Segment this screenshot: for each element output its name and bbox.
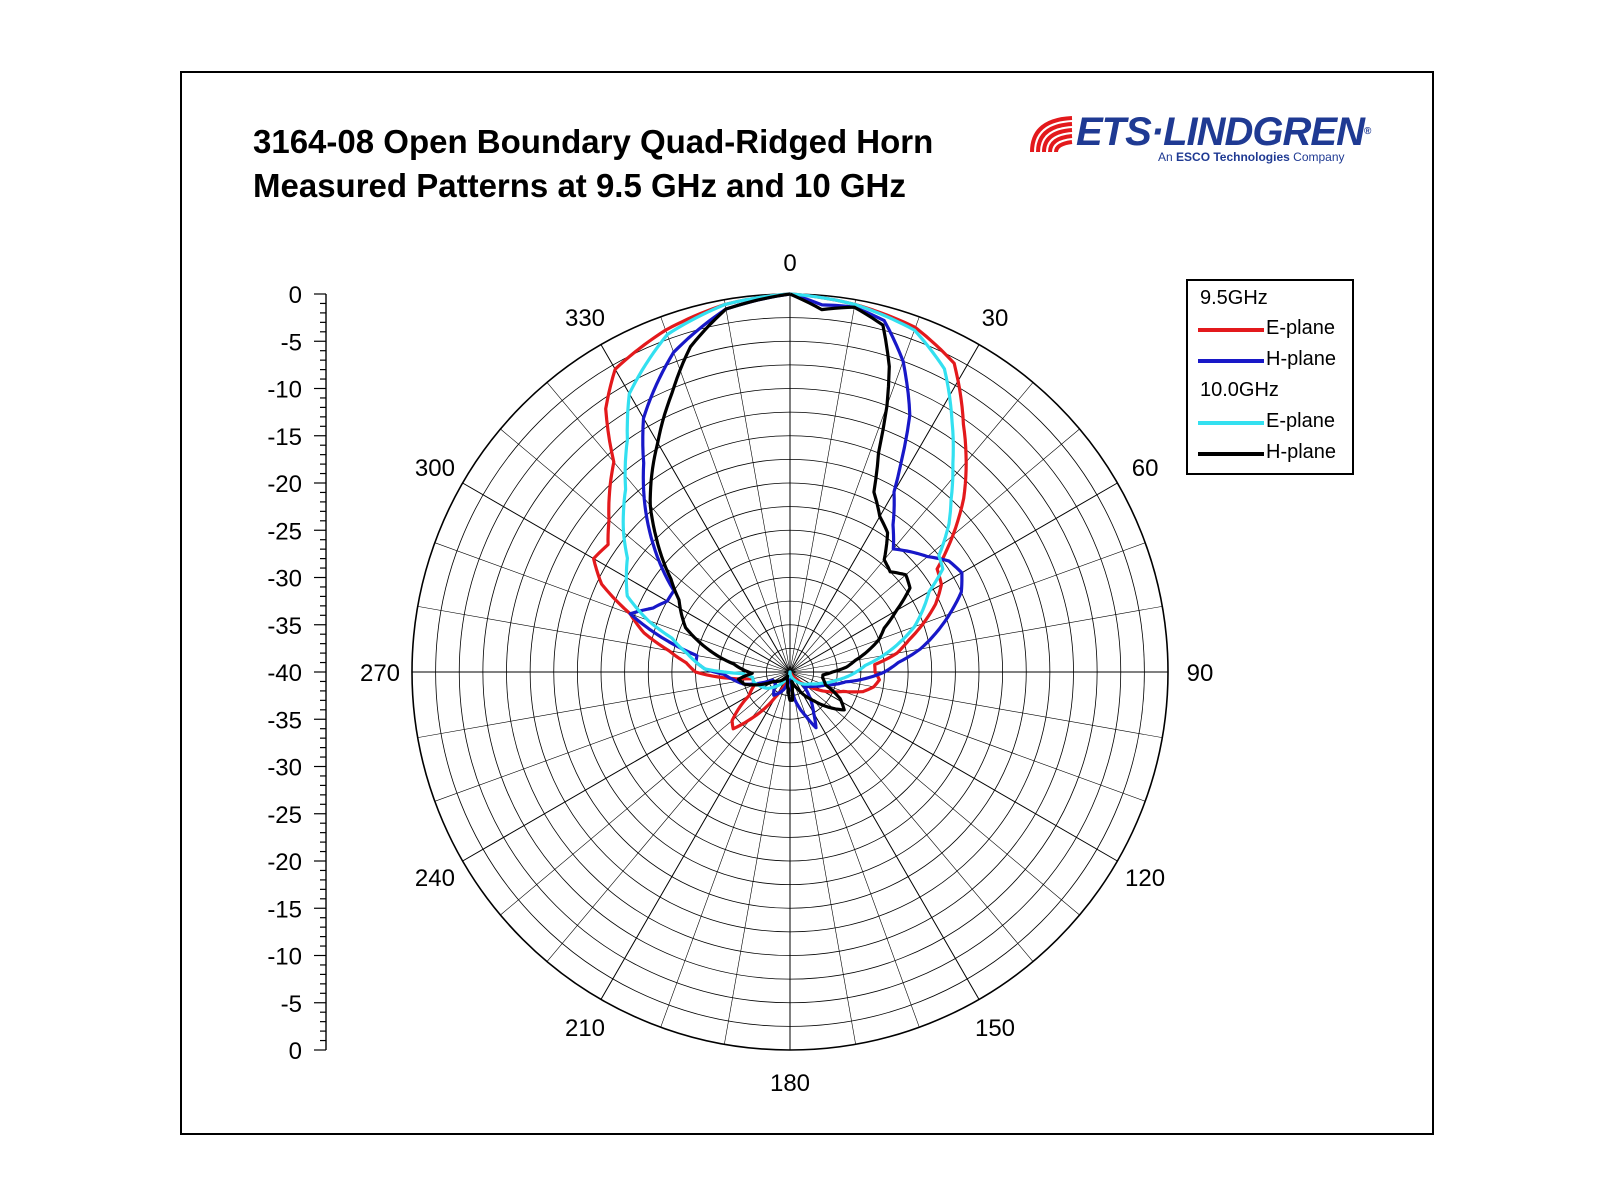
- radial-tick-label: -35: [267, 613, 302, 640]
- grid-spoke: [789, 671, 980, 1000]
- series-group: [592, 292, 968, 731]
- grid-spoke: [789, 671, 1034, 962]
- angle-tick-label: 30: [982, 305, 1009, 332]
- legend-label: H-plane: [1266, 348, 1337, 370]
- radial-tick-label: -20: [267, 471, 302, 498]
- legend-swatch-blue: [1198, 359, 1264, 363]
- angle-tick-label: 270: [360, 660, 400, 687]
- radial-tick-label: -25: [267, 802, 302, 829]
- legend-group-10ghz: 10.0GHz: [1200, 379, 1279, 401]
- grid-spoke: [789, 671, 1080, 916]
- grid-spoke: [789, 671, 1146, 802]
- angle-tick-label: 180: [770, 1070, 810, 1097]
- grid-spoke: [789, 606, 1163, 673]
- legend-swatch-red: [1198, 328, 1264, 332]
- legend-swatch-black: [1198, 452, 1264, 456]
- grid-spoke: [660, 671, 791, 1028]
- legend-item-9-5-e-plane: E-plane: [1198, 317, 1348, 341]
- radial-tick-label: -40: [267, 660, 302, 687]
- radial-tick-label: -10: [267, 944, 302, 971]
- series-line-100GHz-e-plane: [621, 292, 955, 690]
- angle-tick-label: 0: [783, 250, 796, 277]
- grid-spoke: [417, 606, 791, 673]
- logo-waves-icon: [1030, 116, 1073, 153]
- angle-tick-label: 90: [1187, 660, 1214, 687]
- polar-grid: [411, 293, 1169, 1051]
- radial-tick-label: -35: [267, 707, 302, 734]
- grid-spoke: [789, 671, 856, 1045]
- logo-registered: ®: [1364, 126, 1371, 137]
- radial-tick-label: -25: [267, 518, 302, 545]
- radial-tick-label: -15: [267, 896, 302, 923]
- grid-spoke: [789, 344, 980, 673]
- series-line-100GHz-h-plane: [648, 292, 912, 712]
- grid-spoke: [600, 671, 791, 1000]
- grid-spoke: [724, 299, 791, 673]
- legend-swatch-cyan: [1198, 421, 1264, 425]
- radial-tick-label: -10: [267, 377, 302, 404]
- legend-label: E-plane: [1266, 410, 1335, 432]
- logo-name: ETS·LINDGREN: [1076, 110, 1365, 154]
- title-line-1: 3164-08 Open Boundary Quad-Ridged Horn: [253, 123, 934, 160]
- angle-tick-label: 150: [975, 1015, 1015, 1042]
- logo-tagline-pre: An: [1158, 150, 1177, 164]
- grid-spoke: [789, 482, 1118, 673]
- legend: 9.5GHz E-plane H-plane 10.0GHz E-plane H…: [1186, 279, 1354, 475]
- grid-spoke: [789, 671, 1118, 862]
- legend-item-10-h-plane: H-plane: [1198, 441, 1348, 465]
- grid-spoke: [789, 299, 856, 673]
- radial-tick-label: -20: [267, 849, 302, 876]
- grid-spoke: [789, 428, 1080, 673]
- grid-spoke: [789, 671, 920, 1028]
- chart-title: 3164-08 Open Boundary Quad-Ridged Horn M…: [253, 120, 933, 208]
- grid-spoke: [600, 344, 791, 673]
- grid-spoke: [724, 671, 791, 1045]
- grid-spoke: [417, 671, 791, 738]
- angle-tick-label: 300: [415, 455, 455, 482]
- radial-tick-label: -5: [281, 329, 302, 356]
- grid-spoke: [789, 382, 1034, 673]
- radial-tick-label: 0: [289, 282, 302, 309]
- angle-tick-label: 240: [415, 865, 455, 892]
- legend-label: E-plane: [1266, 317, 1335, 339]
- grid-spoke: [660, 316, 791, 673]
- grid-spoke: [789, 542, 1146, 673]
- grid-spoke: [500, 671, 791, 916]
- grid-spoke: [434, 671, 791, 802]
- title-line-2: Measured Patterns at 9.5 GHz and 10 GHz: [253, 167, 906, 204]
- radial-tick-label: 0: [289, 1038, 302, 1065]
- grid-spoke: [462, 671, 791, 862]
- logo-tagline-post: Company: [1289, 150, 1345, 164]
- grid-spoke: [434, 542, 791, 673]
- logo-tagline-bold: ESCO Technologies: [1176, 150, 1290, 164]
- grid-spoke: [546, 382, 791, 673]
- angle-tick-label: 330: [565, 305, 605, 332]
- angle-labels: 0 30 60 90 120 150 180 210 240 270 300 330: [360, 250, 1213, 1097]
- grid-spoke: [789, 671, 1163, 738]
- legend-item-9-5-h-plane: H-plane: [1198, 348, 1348, 372]
- series-line-95GHz-h-plane: [628, 292, 964, 730]
- legend-group-9-5ghz: 9.5GHz: [1200, 287, 1268, 309]
- chart-frame: [180, 71, 1434, 1135]
- radial-tick-label: -30: [267, 755, 302, 782]
- grid-spoke: [500, 428, 791, 673]
- radial-tick-label: -30: [267, 566, 302, 593]
- angle-tick-label: 60: [1132, 455, 1159, 482]
- legend-item-10-e-plane: E-plane: [1198, 410, 1348, 434]
- legend-label: H-plane: [1266, 441, 1337, 463]
- radial-tick-label: -5: [281, 991, 302, 1018]
- angle-tick-label: 120: [1125, 865, 1165, 892]
- radial-axis: 0 -5 -10 -15 -20 -25 -30 -35 -40 -35 -30 -25 -20 -15 -…: [267, 282, 327, 1065]
- angle-tick-label: 210: [565, 1015, 605, 1042]
- grid-spoke: [789, 316, 920, 673]
- radial-tick-label: -15: [267, 424, 302, 451]
- company-logo: ETS·LINDGREN® An ESCO Technologies Compa…: [1028, 110, 1371, 170]
